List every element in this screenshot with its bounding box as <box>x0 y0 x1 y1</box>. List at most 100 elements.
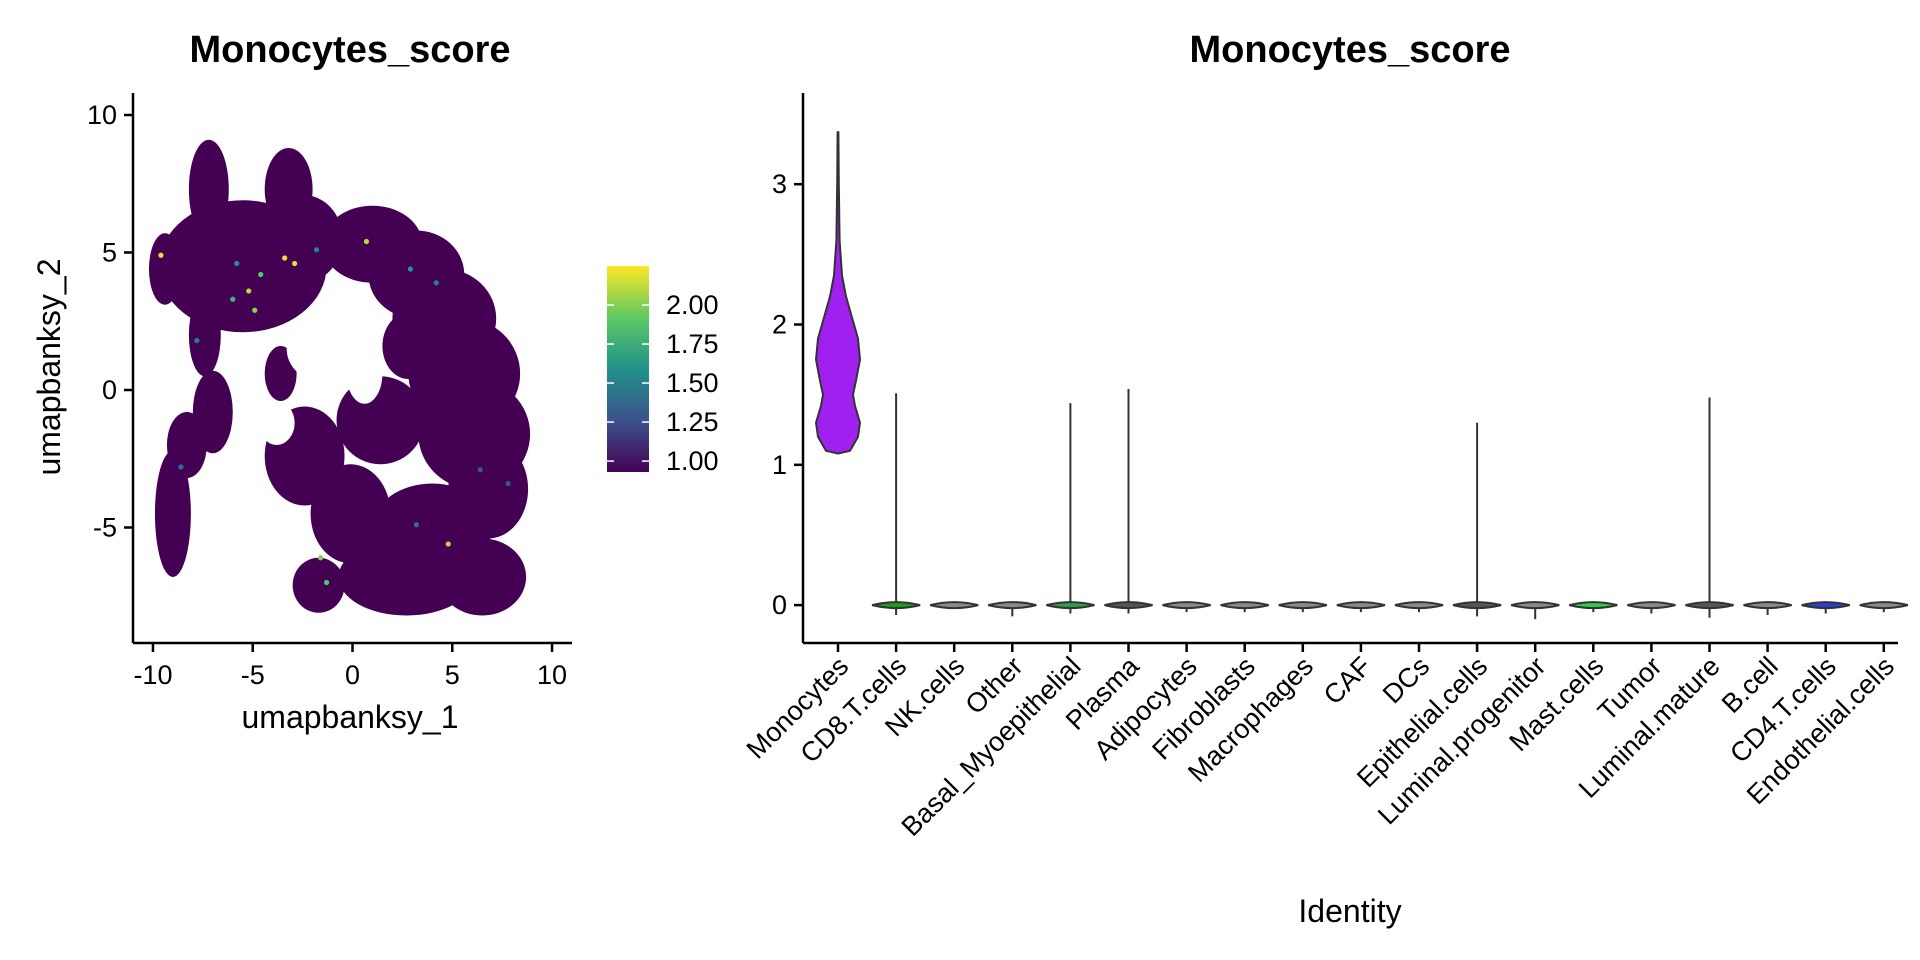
violin-body <box>1801 601 1850 610</box>
violin-body <box>1510 601 1560 610</box>
umap-gap <box>258 401 295 445</box>
umap-cell-region <box>262 194 343 283</box>
umap-cell-region <box>382 313 435 379</box>
violins <box>814 131 1909 620</box>
umap-panel: Monocytes_score -10 -5 0 5 10 -5 0 5 10 umapban… <box>31 29 572 735</box>
violin-other <box>988 601 1037 617</box>
violin-tumor <box>1627 601 1676 614</box>
violin-category-label: CAF <box>1318 651 1377 710</box>
umap-cell-point <box>234 260 240 267</box>
umap-x-axis-label: umapbanksy_1 <box>241 699 458 735</box>
umap-cell-point <box>230 296 236 302</box>
violin-body <box>988 601 1037 610</box>
umap-cell-region <box>292 557 345 613</box>
umap-cell-region <box>188 139 229 239</box>
violin-body <box>1569 601 1618 610</box>
umap-y-axis-label: umapbanksy_2 <box>31 258 67 475</box>
umap-cell-point <box>313 247 320 253</box>
colorbar-tick-label: 2.00 <box>666 290 719 320</box>
violin-body <box>1336 601 1386 610</box>
violin-luminal-progenitor <box>1510 601 1560 620</box>
umap-cell-point <box>158 252 164 258</box>
violin-y-tick-label: 3 <box>772 169 787 199</box>
umap-cell-region <box>338 538 475 616</box>
violin-body <box>1278 601 1328 610</box>
umap-cell-point <box>363 238 370 245</box>
violin-body <box>1452 601 1502 610</box>
umap-cell-point <box>292 260 298 267</box>
umap-x-tick-label: -10 <box>133 660 172 690</box>
violin-cd4-t-cells <box>1801 601 1850 614</box>
umap-y-ticks: -5 0 5 10 <box>87 100 133 543</box>
umap-gap <box>346 343 383 404</box>
umap-y-tick-label: 0 <box>102 375 117 405</box>
umap-title: Monocytes_score <box>189 29 510 71</box>
colorbar-ticks: 1.00 1.25 1.50 1.75 2.00 <box>607 290 719 476</box>
violin-body <box>814 131 862 455</box>
umap-cell-region <box>438 538 527 616</box>
violin-monocytes <box>814 131 862 455</box>
violin-x-axis-label: Identity <box>1298 893 1401 929</box>
violin-nk-cells <box>929 601 979 610</box>
umap-x-tick-label: 10 <box>537 660 567 690</box>
colorbar-tick-label: 1.75 <box>666 329 719 359</box>
violin-body <box>1743 601 1792 610</box>
umap-cell-region <box>188 293 221 377</box>
violin-body <box>1394 601 1444 610</box>
violin-fibroblasts <box>1220 601 1269 613</box>
colorbar-tick-label: 1.50 <box>666 368 719 398</box>
violin-basal-myoepithelial <box>1046 403 1095 614</box>
umap-cell-cloud <box>148 139 531 616</box>
colorbar <box>607 266 649 472</box>
violin-y-tick-label: 2 <box>772 310 787 340</box>
violin-b-cell <box>1743 601 1792 615</box>
violin-body <box>1627 601 1676 610</box>
umap-cell-point <box>178 464 184 470</box>
umap-y-tick-label: -5 <box>93 513 117 543</box>
violin-body <box>871 601 921 610</box>
violin-y-tick-label: 1 <box>772 450 787 480</box>
violin-dcs <box>1394 601 1444 613</box>
umap-cell-point <box>258 271 264 278</box>
violin-body <box>1104 601 1153 610</box>
violin-body <box>1046 601 1095 610</box>
umap-cell-point <box>252 307 258 313</box>
umap-cell-point <box>433 280 439 286</box>
umap-points <box>148 139 531 616</box>
violin-mast-cells <box>1569 601 1618 613</box>
violin-epithelial-cells <box>1452 422 1502 617</box>
violin-endothelial-cells <box>1859 601 1909 613</box>
violin-body <box>1685 601 1734 610</box>
umap-gap <box>286 315 359 382</box>
umap-x-tick-label: 5 <box>445 660 460 690</box>
violin-macrophages <box>1278 601 1328 613</box>
color-legend: 1.00 1.25 1.50 1.75 2.00 <box>607 266 719 476</box>
umap-cell-region <box>264 346 297 401</box>
umap-x-tick-label: -5 <box>241 660 265 690</box>
umap-cell-point <box>246 288 252 294</box>
umap-cell-point <box>282 255 288 261</box>
umap-cell-region <box>148 233 181 305</box>
violin-body <box>929 601 979 610</box>
umap-y-tick-label: 5 <box>102 238 117 268</box>
umap-cell-point <box>413 522 419 528</box>
violin-cd8-t-cells <box>871 393 921 615</box>
violin-panel: Monocytes_score 0 1 2 3 MonocytesCD8.T.cell… <box>741 29 1909 929</box>
violin-plasma <box>1104 389 1153 614</box>
colorbar-tick-label: 1.00 <box>666 446 719 476</box>
umap-cell-point <box>407 266 413 272</box>
violin-y-tick-label: 0 <box>772 590 787 620</box>
umap-cell-point <box>317 555 324 561</box>
umap-x-tick-label: 0 <box>345 660 360 690</box>
umap-y-tick-label: 10 <box>87 100 117 130</box>
umap-cell-region <box>154 450 191 577</box>
umap-cell-region <box>166 412 207 478</box>
umap-cell-point <box>194 337 200 344</box>
umap-cell-point <box>323 579 330 586</box>
violin-x-ticks: MonocytesCD8.T.cellsNK.cellsOtherBasal_M… <box>741 643 1900 842</box>
umap-cell-point <box>445 541 451 547</box>
violin-body <box>1220 601 1269 610</box>
violin-title: Monocytes_score <box>1189 29 1510 71</box>
violin-body <box>1859 601 1909 610</box>
